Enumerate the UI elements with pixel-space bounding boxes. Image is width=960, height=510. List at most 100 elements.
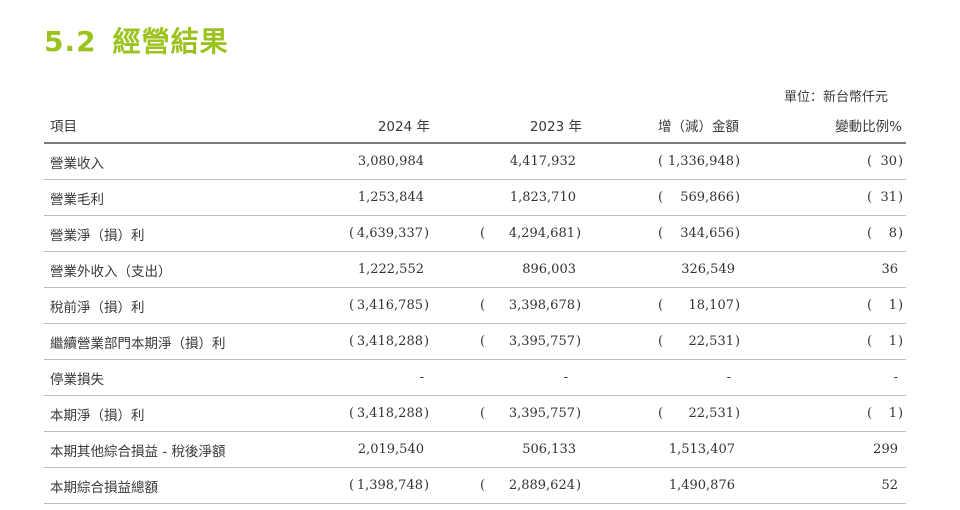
change-amount-cell: (569,866) xyxy=(584,179,743,216)
change-percent-cell: (1) xyxy=(743,395,906,432)
header-2023: 2023 年 xyxy=(432,108,584,144)
change-percent-value: 36 xyxy=(881,262,898,277)
value-2024-cell: (4,639,337) xyxy=(305,215,432,252)
value-2023-cell: 896,003 xyxy=(432,251,584,288)
row-label: 營業淨（損）利 xyxy=(44,215,305,252)
value-2024-cell: (3,418,288) xyxy=(305,395,432,432)
close-paren: ) xyxy=(898,190,904,205)
table-body: 營業收入 3,080,984 4,417,932(1,336,948)(30) 營業毛… xyxy=(44,143,906,504)
value-2024-value: 1,398,748 xyxy=(356,478,423,493)
change-amount-value: 22,531 xyxy=(688,406,735,421)
change-amount-value: 18,107 xyxy=(688,298,735,313)
close-paren: ) xyxy=(576,298,582,313)
open-paren: ( xyxy=(658,190,664,205)
change-percent-cell: (8) xyxy=(743,215,906,252)
open-paren: ( xyxy=(867,334,873,349)
value-2024-cell: (3,416,785) xyxy=(305,287,432,324)
value-2024-cell: 1,222,552 xyxy=(305,251,432,288)
table-row: 本期其他綜合損益 - 稅後淨額 2,019,540 506,133 1,513,407… xyxy=(44,431,906,468)
value-2023-value: 1,823,710 xyxy=(509,190,576,205)
header-item: 項目 xyxy=(44,108,305,144)
close-paren: ) xyxy=(898,154,904,169)
row-label: 停業損失 xyxy=(44,359,305,396)
value-2023-cell: - xyxy=(432,359,584,396)
close-paren: ) xyxy=(735,406,741,421)
table-row: 營業毛利 1,253,844 1,823,710(569,866)(31) xyxy=(44,179,906,216)
row-label: 繼續營業部門本期淨（損）利 xyxy=(44,323,305,360)
open-paren: ( xyxy=(867,190,873,205)
close-paren: ) xyxy=(735,190,741,205)
value-2024-cell: (3,418,288) xyxy=(305,323,432,360)
operating-results-table: 項目 2024 年 2023 年 增（減）金額 變動比例% 營業收入 3,080,… xyxy=(44,108,906,504)
close-paren: ) xyxy=(735,334,741,349)
close-paren: ) xyxy=(898,406,904,421)
change-percent-value: 52 xyxy=(881,478,898,493)
close-paren: ) xyxy=(424,298,430,313)
value-2023-cell: 506,133 xyxy=(432,431,584,468)
change-percent-cell: (1) xyxy=(743,287,906,324)
value-2024-value: - xyxy=(419,370,424,385)
change-percent-cell: (31) xyxy=(743,179,906,216)
change-amount-cell: (18,107) xyxy=(584,287,743,324)
change-percent-value: - xyxy=(893,370,898,385)
change-amount-cell: (344,656) xyxy=(584,215,743,252)
value-2024-value: 3,418,288 xyxy=(356,334,423,349)
open-paren: ( xyxy=(480,478,486,493)
table-row: 營業淨（損）利(4,639,337)(4,294,681)(344,656)(8… xyxy=(44,215,906,252)
table-row: 繼續營業部門本期淨（損）利(3,418,288)(3,395,757)(22,5… xyxy=(44,323,906,360)
value-2023-cell: (4,294,681) xyxy=(432,215,584,252)
row-label: 營業外收入（支出） xyxy=(44,251,305,288)
value-2024-cell: - xyxy=(305,359,432,396)
value-2023-value: 2,889,624 xyxy=(508,478,575,493)
value-2024-cell: 3,080,984 xyxy=(305,143,432,180)
open-paren: ( xyxy=(480,298,486,313)
open-paren: ( xyxy=(658,406,664,421)
row-label: 營業收入 xyxy=(44,143,305,180)
value-2023-value: 3,395,757 xyxy=(508,406,575,421)
change-amount-cell: (1,336,948) xyxy=(584,143,743,180)
change-amount-value: 344,656 xyxy=(680,226,734,241)
value-2023-cell: (3,395,757) xyxy=(432,395,584,432)
change-percent-value: 1 xyxy=(888,406,897,421)
change-percent-value: 31 xyxy=(880,190,897,205)
change-percent-value: 299 xyxy=(873,442,898,457)
change-percent-value: 1 xyxy=(888,334,897,349)
table-header-row: 項目 2024 年 2023 年 增（減）金額 變動比例% xyxy=(44,108,906,144)
open-paren: ( xyxy=(658,334,664,349)
unit-note: 單位：新台幣仟元 xyxy=(783,90,888,105)
value-2024-cell: 1,253,844 xyxy=(305,179,432,216)
change-percent-cell: - xyxy=(743,359,906,396)
row-label: 營業毛利 xyxy=(44,179,305,216)
value-2024-value: 1,253,844 xyxy=(357,190,424,205)
value-2024-cell: 2,019,540 xyxy=(305,431,432,468)
value-2023-cell: 4,417,932 xyxy=(432,143,584,180)
table-row: 營業外收入（支出） 1,222,552 896,003 326,549 36 xyxy=(44,251,906,288)
table-row: 本期綜合損益總額(1,398,748)(2,889,624) 1,490,876 5… xyxy=(44,467,906,504)
close-paren: ) xyxy=(424,334,430,349)
change-percent-cell: (1) xyxy=(743,323,906,360)
value-2023-value: 896,003 xyxy=(522,262,576,277)
value-2024-cell: (1,398,748) xyxy=(305,467,432,504)
change-amount-value: - xyxy=(726,370,731,385)
open-paren: ( xyxy=(480,226,486,241)
table-row: 稅前淨（損）利(3,416,785)(3,398,678)(18,107)(1) xyxy=(44,287,906,324)
value-2023-value: 3,395,757 xyxy=(508,334,575,349)
change-percent-value: 8 xyxy=(888,226,897,241)
value-2023-value: 506,133 xyxy=(522,442,576,457)
close-paren: ) xyxy=(898,298,904,313)
close-paren: ) xyxy=(576,226,582,241)
close-paren: ) xyxy=(735,298,741,313)
close-paren: ) xyxy=(576,478,582,493)
change-amount-cell: (22,531) xyxy=(584,323,743,360)
open-paren: ( xyxy=(658,298,664,313)
value-2024-value: 4,639,337 xyxy=(356,226,423,241)
open-paren: ( xyxy=(658,154,664,169)
header-change-percent: 變動比例% xyxy=(743,108,906,144)
row-label: 本期綜合損益總額 xyxy=(44,467,305,504)
open-paren: ( xyxy=(349,226,355,241)
change-percent-value: 30 xyxy=(880,154,897,169)
change-amount-value: 22,531 xyxy=(688,334,735,349)
section-heading: 經營結果 xyxy=(112,25,229,58)
row-label: 本期淨（損）利 xyxy=(44,395,305,432)
value-2023-value: 4,417,932 xyxy=(509,154,576,169)
